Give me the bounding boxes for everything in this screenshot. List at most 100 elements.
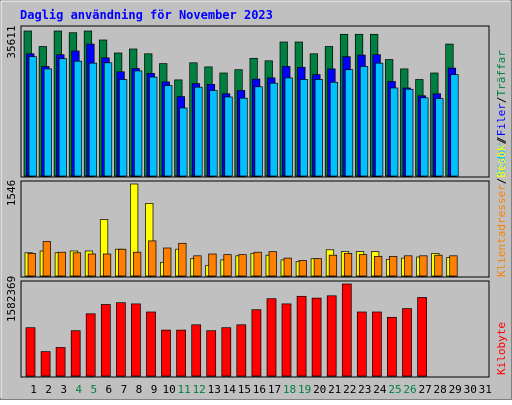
bar-sidor-day-27 bbox=[420, 97, 429, 177]
day-label-11: 11 bbox=[177, 383, 190, 396]
day-label-10: 10 bbox=[162, 383, 175, 396]
bar-sidor-day-4 bbox=[73, 60, 83, 177]
bar-klientadresser-day-24 bbox=[374, 256, 383, 277]
bar-klientadresser-day-15 bbox=[238, 254, 247, 277]
bar-klientadresser-day-3 bbox=[57, 251, 66, 277]
bar-klientadresser-day-6 bbox=[102, 253, 112, 277]
day-label-25: 25 bbox=[388, 383, 401, 396]
bar-kilobyte-day-20 bbox=[311, 297, 322, 377]
bar-kilobyte-day-14 bbox=[221, 327, 232, 377]
bar-klientadresser-day-28 bbox=[434, 254, 443, 277]
day-label-5: 5 bbox=[90, 383, 97, 396]
legend-filer: Filer bbox=[495, 103, 508, 136]
bar-sidor-day-10 bbox=[164, 85, 173, 177]
bar-sidor-day-3 bbox=[58, 58, 67, 177]
day-label-19: 19 bbox=[298, 383, 311, 396]
bar-kilobyte-day-6 bbox=[100, 304, 111, 377]
bar-sidor-day-25 bbox=[390, 87, 399, 177]
bar-kilobyte-day-19 bbox=[296, 295, 307, 377]
day-label-18: 18 bbox=[283, 383, 296, 396]
bar-kilobyte-day-23 bbox=[356, 311, 367, 377]
bar-klientadresser-day-13 bbox=[208, 253, 217, 277]
day-label-6: 6 bbox=[105, 383, 112, 396]
legend-kilobyte: Kilobyte bbox=[495, 322, 508, 375]
legend-besok: Besök bbox=[495, 144, 508, 177]
bar-klientadresser-day-2 bbox=[42, 241, 51, 277]
bar-sidor-day-13 bbox=[209, 90, 218, 177]
day-label-8: 8 bbox=[136, 383, 143, 396]
legend-sep-1: / bbox=[495, 138, 508, 145]
day-label-7: 7 bbox=[121, 383, 128, 396]
bar-sidor-day-28 bbox=[435, 98, 444, 177]
bar-sidor-day-15 bbox=[239, 97, 248, 177]
bar-sidor-day-22 bbox=[344, 69, 354, 177]
bar-kilobyte-day-16 bbox=[251, 309, 262, 377]
day-label-4: 4 bbox=[75, 383, 82, 396]
day-label-30: 30 bbox=[464, 383, 477, 396]
day-label-14: 14 bbox=[223, 383, 237, 396]
legend-traffar: Träffar bbox=[495, 50, 508, 97]
bar-sidor-day-23 bbox=[359, 66, 369, 177]
day-label-15: 15 bbox=[238, 383, 251, 396]
bar-kilobyte-day-10 bbox=[161, 329, 171, 377]
bar-klientadresser-day-16 bbox=[253, 251, 262, 277]
bar-kilobyte-day-4 bbox=[70, 330, 81, 377]
day-label-2: 2 bbox=[45, 383, 52, 396]
bar-kilobyte-day-5 bbox=[85, 313, 96, 377]
bar-sidor-day-26 bbox=[405, 88, 414, 177]
bar-klientadresser-day-14 bbox=[223, 254, 232, 277]
day-label-24: 24 bbox=[373, 383, 387, 396]
hits-legend: Sidor/Filer/Träffar bbox=[495, 50, 508, 176]
visits-legend: Klientadresser/Besök/ bbox=[495, 138, 508, 277]
day-label-29: 29 bbox=[449, 383, 462, 396]
visits-ylabel: 1546 bbox=[5, 180, 18, 207]
bar-kilobyte-day-7 bbox=[116, 302, 126, 377]
bar-klientadresser-day-23 bbox=[358, 254, 368, 277]
day-label-3: 3 bbox=[60, 383, 67, 396]
bar-sidor-day-17 bbox=[269, 82, 278, 177]
bar-klientadresser-day-11 bbox=[178, 242, 187, 277]
bar-sidor-day-14 bbox=[224, 96, 233, 177]
day-label-28: 28 bbox=[433, 383, 446, 396]
bar-sidor-day-5 bbox=[88, 62, 98, 177]
bar-klientadresser-day-7 bbox=[118, 248, 127, 277]
bar-kilobyte-day-11 bbox=[176, 329, 186, 377]
bar-klientadresser-day-4 bbox=[72, 252, 82, 277]
bar-kilobyte-day-27 bbox=[417, 297, 427, 377]
bar-kilobyte-day-8 bbox=[131, 303, 141, 377]
day-label-16: 16 bbox=[253, 383, 266, 396]
day-label-26: 26 bbox=[403, 383, 416, 396]
bar-kilobyte-day-15 bbox=[236, 324, 247, 377]
day-label-17: 17 bbox=[268, 383, 281, 396]
bar-sidor-day-21 bbox=[329, 81, 339, 177]
bar-sidor-day-6 bbox=[103, 62, 113, 177]
bar-sidor-day-18 bbox=[284, 77, 293, 177]
bar-klientadresser-day-27 bbox=[419, 255, 428, 277]
bar-kilobyte-day-25 bbox=[387, 316, 397, 377]
bar-klientadresser-day-21 bbox=[328, 254, 338, 277]
bar-kilobyte-day-18 bbox=[281, 303, 292, 377]
bar-klientadresser-day-12 bbox=[193, 255, 202, 277]
bar-klientadresser-day-19 bbox=[298, 260, 307, 277]
bar-sidor-day-8 bbox=[134, 70, 143, 177]
legend-sep-2: / bbox=[495, 97, 508, 104]
bar-kilobyte-day-17 bbox=[266, 298, 277, 377]
day-label-1: 1 bbox=[30, 383, 37, 396]
bar-klientadresser-day-17 bbox=[268, 251, 277, 277]
kilobytes-legend: Kilobyte bbox=[495, 322, 508, 375]
bar-kilobyte-day-9 bbox=[146, 311, 156, 377]
kilobytes-ylabel: 1582369 bbox=[5, 276, 18, 322]
day-label-31: 31 bbox=[479, 383, 492, 396]
bar-kilobyte-day-24 bbox=[372, 311, 382, 377]
legend-klientadresser: Klientadresser bbox=[495, 184, 508, 277]
bar-kilobyte-day-12 bbox=[191, 324, 202, 377]
bar-klientadresser-day-26 bbox=[404, 255, 413, 277]
bar-kilobyte-day-2 bbox=[40, 351, 51, 377]
day-labels: 1 2 3 4 5 6 7 8 9 10 11 12 13 14 15 16 17 18 19 20 21 22 23 24 2… bbox=[30, 383, 492, 396]
bar-sidor-day-2 bbox=[43, 68, 52, 177]
bar-klientadresser-day-18 bbox=[283, 257, 292, 277]
bar-kilobyte-day-26 bbox=[402, 308, 412, 377]
bar-sidor-day-12 bbox=[194, 86, 203, 177]
